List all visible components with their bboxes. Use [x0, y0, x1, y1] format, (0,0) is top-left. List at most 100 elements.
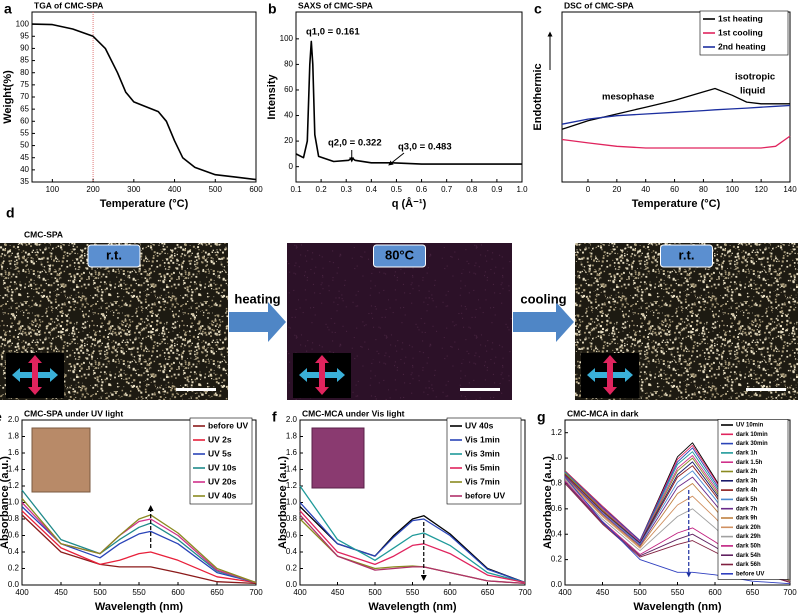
y-tick-label: 0.6 — [8, 531, 20, 540]
y-tick-label: 80 — [284, 60, 293, 69]
y-tick-label: 75 — [20, 80, 29, 89]
legend-label: 1st heating — [718, 13, 763, 23]
analyzer-arrow — [28, 355, 42, 395]
x-tick-label: 0.6 — [416, 185, 428, 194]
legend-label: dark 9h — [736, 516, 758, 522]
legend-label: UV 40s — [208, 490, 237, 500]
x-tick-label: 450 — [331, 588, 345, 597]
y-tick-label: 0.2 — [551, 555, 563, 564]
legend-label: dark 1h — [736, 450, 758, 456]
y-axis-label: Endothermic — [532, 63, 544, 130]
x-tick-label: 140 — [783, 185, 797, 194]
plot-frame — [295, 11, 523, 183]
x-axis-label: Temperature (°C) — [632, 198, 721, 210]
y-tick-label: 70 — [20, 92, 29, 101]
scale-bar — [460, 388, 500, 391]
data-line — [299, 485, 526, 584]
legend-label: dark 2h — [736, 469, 758, 475]
legend-label: before UV — [208, 420, 248, 430]
polarizer-label: P — [593, 355, 601, 369]
x-tick-label: 0.2 — [316, 185, 328, 194]
x-tick-label: 700 — [518, 588, 532, 597]
y-tick-label: 0.0 — [551, 580, 563, 589]
x-tick-label: 0.3 — [341, 185, 353, 194]
plot-frame — [561, 11, 791, 183]
legend-box — [446, 417, 522, 505]
x-tick-label: 650 — [210, 588, 224, 597]
x-tick-label: 500 — [209, 185, 223, 194]
x-tick-label: 300 — [127, 185, 141, 194]
x-axis-label: Wavelength (nm) — [95, 601, 184, 613]
panel-label: e — [0, 409, 2, 425]
sample-photo — [311, 427, 365, 489]
y-tick-label: 80 — [20, 68, 29, 77]
x-tick-label: 550 — [132, 588, 146, 597]
x-tick-label: 600 — [708, 588, 722, 597]
x-tick-label: 0.8 — [466, 185, 478, 194]
y-tick-label: 0.6 — [551, 504, 563, 513]
legend-label: dark 50h — [736, 543, 761, 549]
legend-label: dark 20h — [736, 525, 761, 531]
y-tick-label: 1.2 — [8, 481, 20, 490]
x-tick-label: 600 — [249, 185, 263, 194]
legend-box — [189, 417, 253, 505]
data-line — [561, 87, 790, 130]
caption-box — [373, 244, 426, 268]
legend-label: dark 29h — [736, 534, 761, 540]
panel-title: CMC-SPA — [24, 229, 63, 239]
y-tick-label: 1.4 — [8, 465, 20, 474]
legend-label: dark 10min — [736, 432, 768, 438]
y-axis-label: Absorbance (a.u.) — [542, 456, 554, 549]
y-tick-label: 95 — [20, 31, 29, 40]
x-tick-label: 100 — [726, 185, 740, 194]
x-tick-label: 0.7 — [441, 185, 453, 194]
data-line — [21, 506, 257, 584]
sample-photo — [31, 427, 91, 493]
x-tick-label: 650 — [481, 588, 495, 597]
data-line — [21, 514, 257, 585]
y-tick-label: 65 — [20, 104, 29, 113]
process-arrow — [513, 302, 574, 342]
process-arrow — [229, 302, 286, 342]
polarizer-label: P — [18, 355, 26, 369]
y-tick-label: 0.4 — [551, 529, 563, 538]
x-axis-label: Temperature (°C) — [100, 198, 189, 210]
panel-label: f — [272, 409, 277, 425]
x-tick-label: 400 — [15, 588, 29, 597]
y-tick-label: 45 — [20, 153, 29, 162]
legend-label: UV 40s — [465, 420, 494, 430]
x-tick-label: 60 — [670, 185, 679, 194]
y-tick-label: 20 — [284, 136, 293, 145]
x-axis-label: Wavelength (nm) — [633, 601, 722, 613]
y-tick-label: 1.2 — [286, 481, 298, 490]
x-tick-label: 700 — [783, 588, 797, 597]
y-tick-label: 55 — [20, 129, 29, 138]
y-tick-label: 1.6 — [286, 448, 298, 457]
analyzer-label: A — [46, 381, 55, 395]
legend-label: dark 4h — [736, 488, 758, 494]
y-tick-label: 100 — [280, 34, 294, 43]
y-tick-label: 0.8 — [286, 514, 298, 523]
arrow — [388, 152, 405, 166]
legend-label: before UV — [736, 571, 764, 577]
y-tick-label: 60 — [284, 85, 293, 94]
annotation: q1,0 = 0.161 — [306, 27, 360, 38]
y-tick-label: 2.0 — [286, 415, 298, 424]
x-tick-label: 80 — [699, 185, 708, 194]
chart-title: CMC-MCA in dark — [567, 408, 639, 418]
y-tick-label: 100 — [16, 19, 30, 28]
y-tick-label: 1.2 — [551, 428, 563, 437]
image-caption: 80°C — [385, 247, 415, 262]
legend-label: dark 54h — [736, 553, 761, 559]
y-tick-label: 40 — [284, 111, 293, 120]
y-axis-label: Absorbance (a.u.) — [277, 456, 289, 549]
x-axis-label: q (Å⁻¹) — [392, 197, 427, 210]
y-tick-label: 0.4 — [8, 547, 20, 556]
scale-bar — [746, 388, 786, 391]
legend-label: UV 20s — [208, 476, 237, 486]
data-line — [561, 104, 791, 125]
data-line — [564, 476, 791, 585]
x-tick-label: 0.1 — [290, 185, 302, 194]
legend-label: UV 10min — [736, 423, 764, 429]
